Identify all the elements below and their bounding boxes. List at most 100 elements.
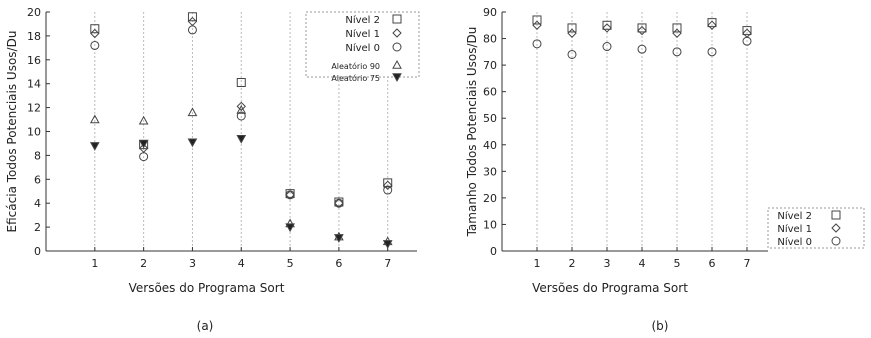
data-point xyxy=(236,104,247,114)
y-tick-label: 40 xyxy=(483,139,497,152)
data-point xyxy=(602,20,612,30)
x-tick-label: 1 xyxy=(534,257,541,270)
y-tick-label: 6 xyxy=(34,173,41,186)
x-tick-label: 4 xyxy=(238,257,245,270)
legend-entry: Nível 1 xyxy=(345,28,380,40)
data-point xyxy=(707,18,717,28)
data-point xyxy=(90,28,100,39)
y-tick-label: 16 xyxy=(27,54,41,67)
legend-symbol xyxy=(392,28,402,38)
data-point xyxy=(236,101,246,112)
y-tick-label: 10 xyxy=(483,218,497,231)
y-tick-label: 8 xyxy=(34,149,41,162)
legend-entry: Nível 1 xyxy=(777,223,812,235)
data-point xyxy=(236,111,246,121)
data-point xyxy=(602,42,612,52)
data-point xyxy=(742,26,752,36)
x-tick-label: 4 xyxy=(639,257,646,270)
y-tick-label: 80 xyxy=(483,33,497,46)
x-tick-label: 5 xyxy=(287,257,294,270)
legend-entry: Nível 2 xyxy=(777,210,812,222)
y-tick-label: 0 xyxy=(34,245,41,258)
data-point xyxy=(383,185,393,195)
data-point xyxy=(637,44,647,54)
x-axis-label: Versões do Programa Sort xyxy=(129,281,285,295)
legend-symbol xyxy=(392,73,402,83)
data-point xyxy=(138,115,149,125)
chart-b: 0 10 20 30 40 50 60 70 80 90 1 2 3 4 5 6 7 Versões do Pro… xyxy=(465,6,865,333)
data-point xyxy=(567,23,577,33)
y-tick-label: 20 xyxy=(27,6,41,19)
data-point xyxy=(139,152,149,162)
x-tick-label: 3 xyxy=(189,257,196,270)
y-tick-label: 50 xyxy=(483,112,497,125)
y-tick-label: 60 xyxy=(483,86,497,99)
x-tick-label: 2 xyxy=(140,257,147,270)
data-point xyxy=(236,134,247,144)
legend-box xyxy=(767,207,865,249)
legend: Nível 2 Nível 1 Nível 0 Aleatório 90 Aleatór… xyxy=(305,11,420,83)
legend-entry: Aleatório 75 xyxy=(331,73,380,83)
y-tick-label: 12 xyxy=(27,102,41,115)
data-point xyxy=(383,180,393,190)
x-tick-label: 3 xyxy=(604,257,611,270)
x-tick-label: 2 xyxy=(569,257,576,270)
data-point xyxy=(532,20,542,30)
data-point xyxy=(637,25,647,36)
data-point xyxy=(567,49,577,59)
x-tick-label: 6 xyxy=(335,257,342,270)
legend-symbol xyxy=(831,210,841,220)
y-tick-label: 14 xyxy=(27,78,41,91)
x-tick-label: 7 xyxy=(384,257,391,270)
data-point xyxy=(285,190,295,200)
legend-entry: Nível 2 xyxy=(345,14,380,26)
data-point xyxy=(383,178,393,188)
data-point xyxy=(89,142,100,151)
data-point xyxy=(187,107,198,117)
figure-caption: (b) xyxy=(652,319,669,333)
figure-caption: (a) xyxy=(197,319,214,333)
y-tick-label: 70 xyxy=(483,59,497,72)
data-point xyxy=(707,20,717,30)
legend-entry: Aleatório 90 xyxy=(331,61,380,71)
data-point xyxy=(138,139,149,149)
y-tick-label: 0 xyxy=(490,245,497,258)
data-point xyxy=(672,28,682,38)
y-tick-label: 90 xyxy=(483,6,497,19)
data-point xyxy=(602,23,612,33)
legend-symbol xyxy=(392,42,402,52)
y-tick-label: 18 xyxy=(27,30,41,43)
data-point xyxy=(187,138,198,148)
data-point xyxy=(672,23,682,33)
data-point xyxy=(707,47,717,57)
x-tick-label: 1 xyxy=(91,257,98,270)
data-point xyxy=(90,24,100,34)
data-point xyxy=(382,240,393,249)
data-point xyxy=(236,78,246,88)
x-tick-label: 6 xyxy=(709,257,716,270)
data-point xyxy=(89,114,100,124)
legend-symbol xyxy=(392,14,402,24)
data-point xyxy=(672,47,682,57)
data-point xyxy=(334,234,344,243)
legend-entry: Nível 0 xyxy=(777,236,812,248)
y-tick-label: 30 xyxy=(483,165,497,178)
data-point xyxy=(567,28,577,38)
y-tick-label: 2 xyxy=(34,221,41,234)
x-tick-label: 5 xyxy=(674,257,681,270)
legend-symbol xyxy=(831,223,841,233)
x-tick-label: 7 xyxy=(744,257,751,270)
data-point xyxy=(90,40,100,50)
data-point xyxy=(742,36,752,46)
y-axis-label: Eficácia Todos Potenciais Usos/Du xyxy=(5,31,19,233)
y-tick-label: 10 xyxy=(27,126,41,139)
legend-symbol xyxy=(392,59,402,69)
y-tick-label: 20 xyxy=(483,192,497,205)
data-point xyxy=(285,223,295,233)
data-point xyxy=(532,39,542,49)
x-axis-label: Versões do Programa Sort xyxy=(532,281,688,295)
legend-symbol xyxy=(831,236,841,246)
legend-entry: Nível 0 xyxy=(345,42,380,54)
